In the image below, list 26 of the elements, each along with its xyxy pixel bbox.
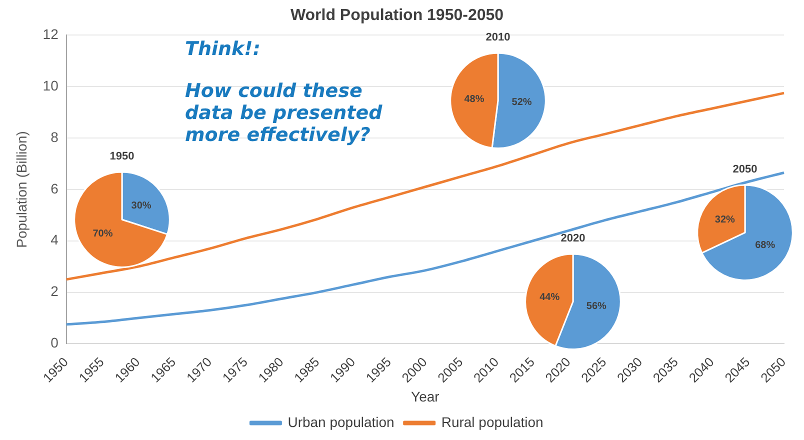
- y-tick-label: 6: [50, 180, 59, 196]
- y-tick-label: 8: [50, 128, 59, 145]
- y-tick-label: 12: [42, 26, 59, 42]
- legend-label: Urban population: [288, 414, 394, 430]
- x-axis-title: Year: [411, 388, 440, 404]
- data-label: 48%: [464, 94, 484, 105]
- chart-title: 2050: [732, 164, 758, 176]
- data-label: 52%: [512, 96, 532, 108]
- data-label: 44%: [540, 292, 560, 303]
- y-tick-label: 0: [50, 334, 59, 351]
- data-label: 70%: [92, 228, 113, 240]
- y-tick-label: 2: [50, 283, 59, 300]
- chart-title: 2010: [486, 32, 510, 44]
- legend-label: Rural population: [441, 414, 544, 430]
- y-tick-label: 10: [42, 77, 59, 94]
- data-label: 32%: [714, 214, 735, 226]
- annotation: Think!:: [185, 38, 262, 60]
- annotation: How could these data be presented more effectively?: [185, 80, 384, 146]
- chart-title: 2020: [560, 232, 586, 245]
- data-label: 30%: [131, 200, 152, 212]
- y-axis-title: Population (Billion): [13, 131, 30, 248]
- chart-title: World Population 1950-2050: [290, 7, 504, 24]
- data-label: 68%: [755, 240, 776, 252]
- y-tick-label: 4: [50, 232, 59, 248]
- chart-title: 1950: [110, 150, 134, 163]
- data-label: 56%: [586, 300, 607, 312]
